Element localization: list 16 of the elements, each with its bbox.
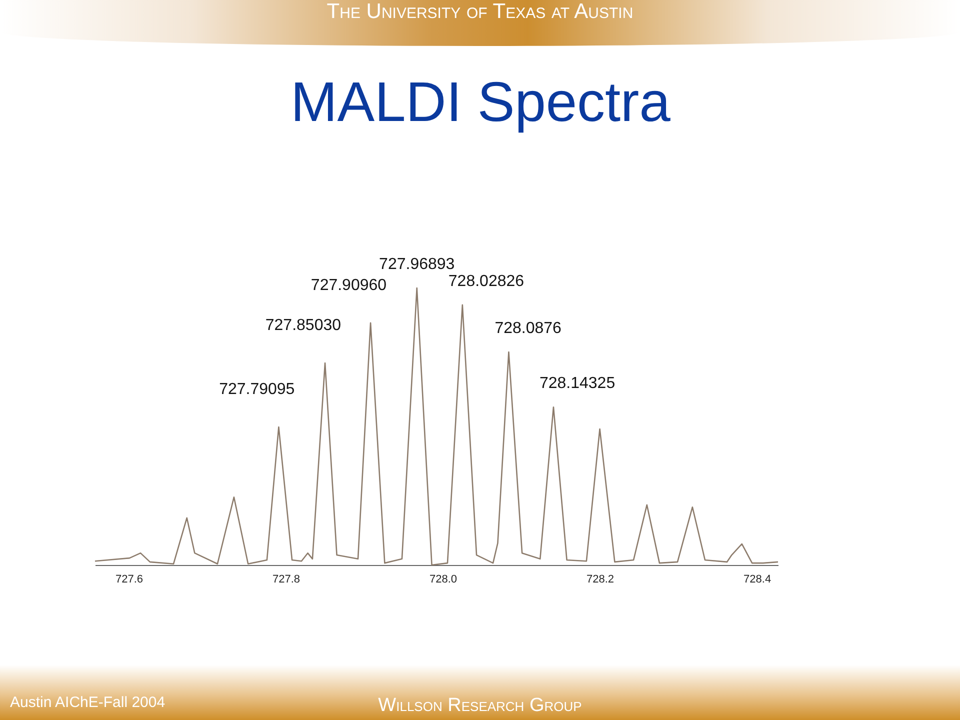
annotation: 728.0876 xyxy=(494,320,562,337)
text: Willson Research Group xyxy=(378,695,582,716)
annotation: 727.85030 xyxy=(265,317,342,334)
annotation: 727.79095 xyxy=(219,381,295,398)
x-tick-label: 728.2 xyxy=(586,574,614,586)
x-tick-label: 727.6 xyxy=(115,574,144,586)
x-tick-label: 728.0 xyxy=(430,574,458,586)
chart-title: MALDI Spectra xyxy=(290,70,672,133)
text: The University of Texas at Austin xyxy=(326,0,634,23)
annotation: 728.14325 xyxy=(539,375,616,392)
annotation: 727.90960 xyxy=(310,276,387,294)
annotation: 727.96893 xyxy=(379,256,455,273)
x-tick-label: 727.8 xyxy=(272,574,300,586)
annotation: 728.02826 xyxy=(448,272,524,290)
x-tick-label: 728.4 xyxy=(744,574,772,586)
text: Austin AIChE-Fall 2004 xyxy=(10,694,166,711)
